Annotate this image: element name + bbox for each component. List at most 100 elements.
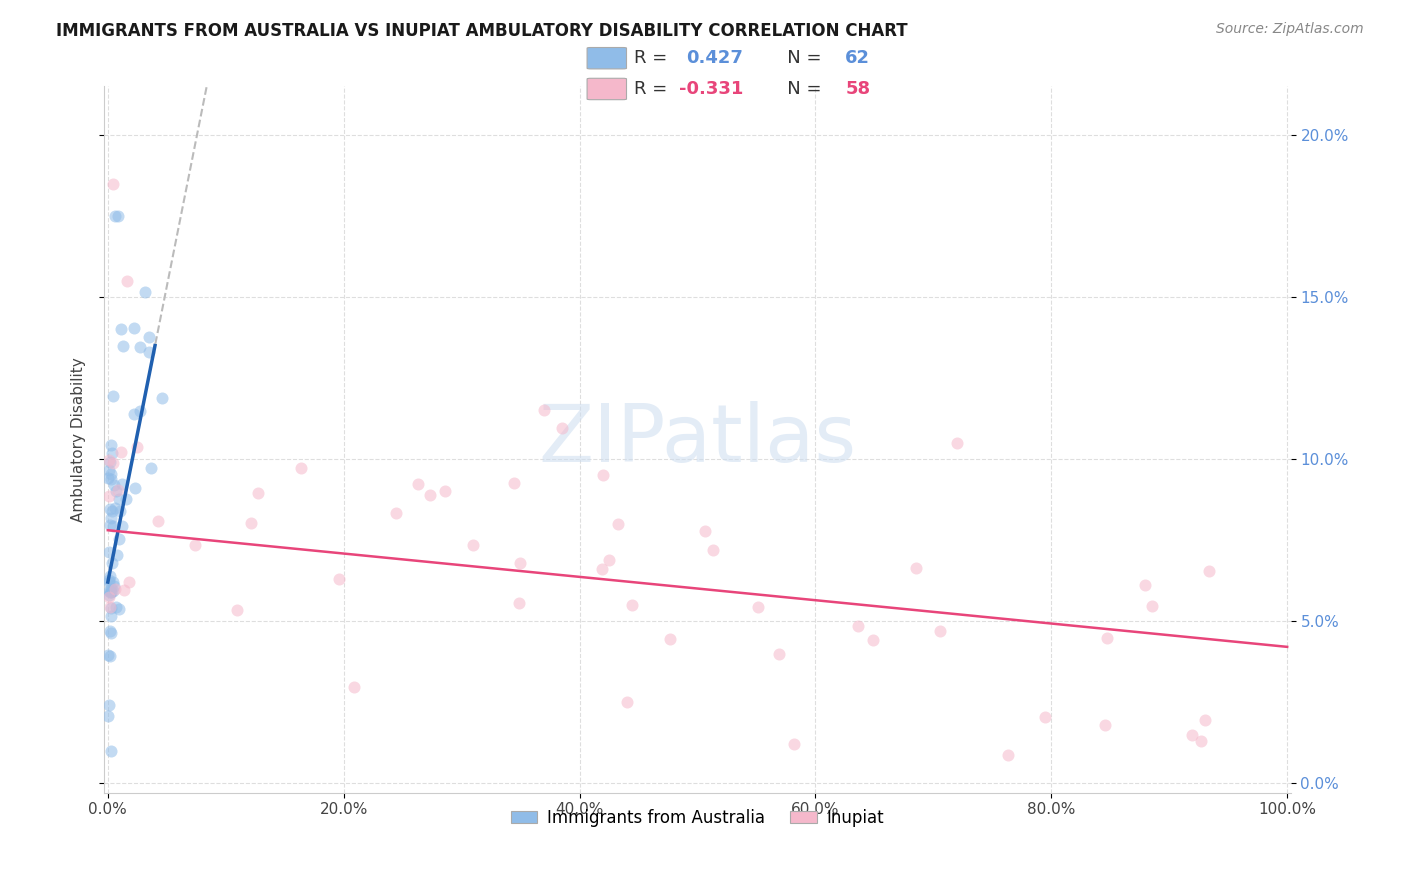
Point bbox=[97, 698, 120, 713]
Point bbox=[104, 209, 127, 223]
Point bbox=[100, 743, 122, 757]
Text: 58: 58 bbox=[845, 80, 870, 98]
Point bbox=[134, 285, 156, 299]
Point bbox=[100, 601, 122, 615]
Point bbox=[946, 435, 969, 450]
Point bbox=[98, 624, 121, 638]
Point bbox=[607, 517, 630, 532]
Point bbox=[98, 455, 121, 469]
Point bbox=[100, 467, 122, 482]
Point bbox=[343, 680, 366, 694]
Point bbox=[100, 585, 122, 599]
Point bbox=[1097, 632, 1119, 646]
Text: N =: N = bbox=[770, 80, 827, 98]
Point bbox=[104, 582, 127, 596]
Point bbox=[592, 468, 614, 483]
Point bbox=[110, 445, 132, 459]
Point bbox=[97, 709, 120, 723]
Point bbox=[1033, 710, 1056, 724]
Text: 62: 62 bbox=[845, 49, 870, 67]
Point bbox=[98, 545, 121, 559]
Point bbox=[107, 483, 129, 497]
Point bbox=[503, 476, 526, 491]
Point bbox=[616, 695, 638, 709]
Point bbox=[100, 437, 122, 451]
Point bbox=[105, 548, 128, 562]
Point bbox=[98, 574, 121, 589]
Point bbox=[620, 598, 643, 612]
Point bbox=[419, 488, 441, 502]
Point bbox=[112, 338, 135, 352]
Point bbox=[100, 608, 122, 623]
Point bbox=[928, 624, 950, 638]
Point bbox=[100, 585, 122, 599]
Point bbox=[551, 421, 574, 435]
Point bbox=[138, 345, 160, 359]
Point bbox=[146, 515, 169, 529]
Text: -0.331: -0.331 bbox=[679, 80, 742, 98]
Point bbox=[98, 517, 121, 532]
Point bbox=[108, 532, 131, 546]
Point bbox=[1181, 728, 1204, 742]
Point bbox=[98, 462, 121, 476]
Point bbox=[108, 492, 131, 507]
Point bbox=[100, 581, 122, 595]
FancyBboxPatch shape bbox=[588, 78, 627, 100]
Point bbox=[747, 599, 769, 614]
Point bbox=[100, 504, 122, 518]
Point bbox=[107, 209, 129, 223]
Text: R =: R = bbox=[634, 80, 672, 98]
Y-axis label: Ambulatory Disability: Ambulatory Disability bbox=[72, 357, 86, 522]
Point bbox=[118, 574, 141, 589]
Point bbox=[183, 538, 205, 552]
Point bbox=[101, 456, 124, 470]
Point bbox=[768, 647, 790, 661]
Point bbox=[533, 403, 555, 417]
Point bbox=[509, 556, 531, 570]
Point bbox=[461, 538, 484, 552]
Point bbox=[1133, 578, 1156, 592]
Point bbox=[122, 321, 145, 335]
Text: Source: ZipAtlas.com: Source: ZipAtlas.com bbox=[1216, 22, 1364, 37]
Point bbox=[101, 446, 124, 460]
Legend: Immigrants from Australia, Inupiat: Immigrants from Australia, Inupiat bbox=[503, 803, 891, 834]
Point bbox=[591, 561, 613, 575]
Point bbox=[98, 568, 121, 582]
Point bbox=[1140, 599, 1163, 613]
Point bbox=[124, 407, 146, 421]
Point bbox=[128, 404, 150, 418]
Text: 0.427: 0.427 bbox=[686, 49, 742, 67]
Point bbox=[693, 524, 716, 539]
Point bbox=[247, 486, 270, 500]
Point bbox=[98, 453, 121, 467]
Point bbox=[100, 511, 122, 525]
Point bbox=[128, 340, 150, 354]
Point bbox=[98, 590, 121, 604]
Point bbox=[115, 274, 138, 288]
Point bbox=[997, 748, 1019, 763]
Point bbox=[226, 603, 249, 617]
Point bbox=[97, 471, 120, 485]
Point bbox=[112, 582, 135, 597]
Point bbox=[101, 583, 124, 598]
FancyBboxPatch shape bbox=[588, 47, 627, 69]
Point bbox=[104, 501, 127, 516]
Text: R =: R = bbox=[634, 49, 679, 67]
Point bbox=[385, 506, 408, 520]
Point bbox=[103, 575, 125, 590]
Point bbox=[328, 572, 350, 586]
Text: ZIPatlas: ZIPatlas bbox=[538, 401, 856, 478]
Point bbox=[108, 602, 131, 616]
Point bbox=[150, 391, 173, 405]
Point bbox=[101, 177, 124, 191]
Text: IMMIGRANTS FROM AUSTRALIA VS INUPIAT AMBULATORY DISABILITY CORRELATION CHART: IMMIGRANTS FROM AUSTRALIA VS INUPIAT AMB… bbox=[56, 22, 908, 40]
Point bbox=[290, 461, 312, 475]
Point bbox=[1094, 717, 1116, 731]
Point bbox=[103, 478, 125, 492]
Point bbox=[782, 737, 804, 751]
Point bbox=[658, 632, 681, 647]
Point bbox=[846, 619, 869, 633]
Point bbox=[904, 561, 927, 575]
Point bbox=[100, 472, 122, 486]
Point bbox=[98, 648, 121, 663]
